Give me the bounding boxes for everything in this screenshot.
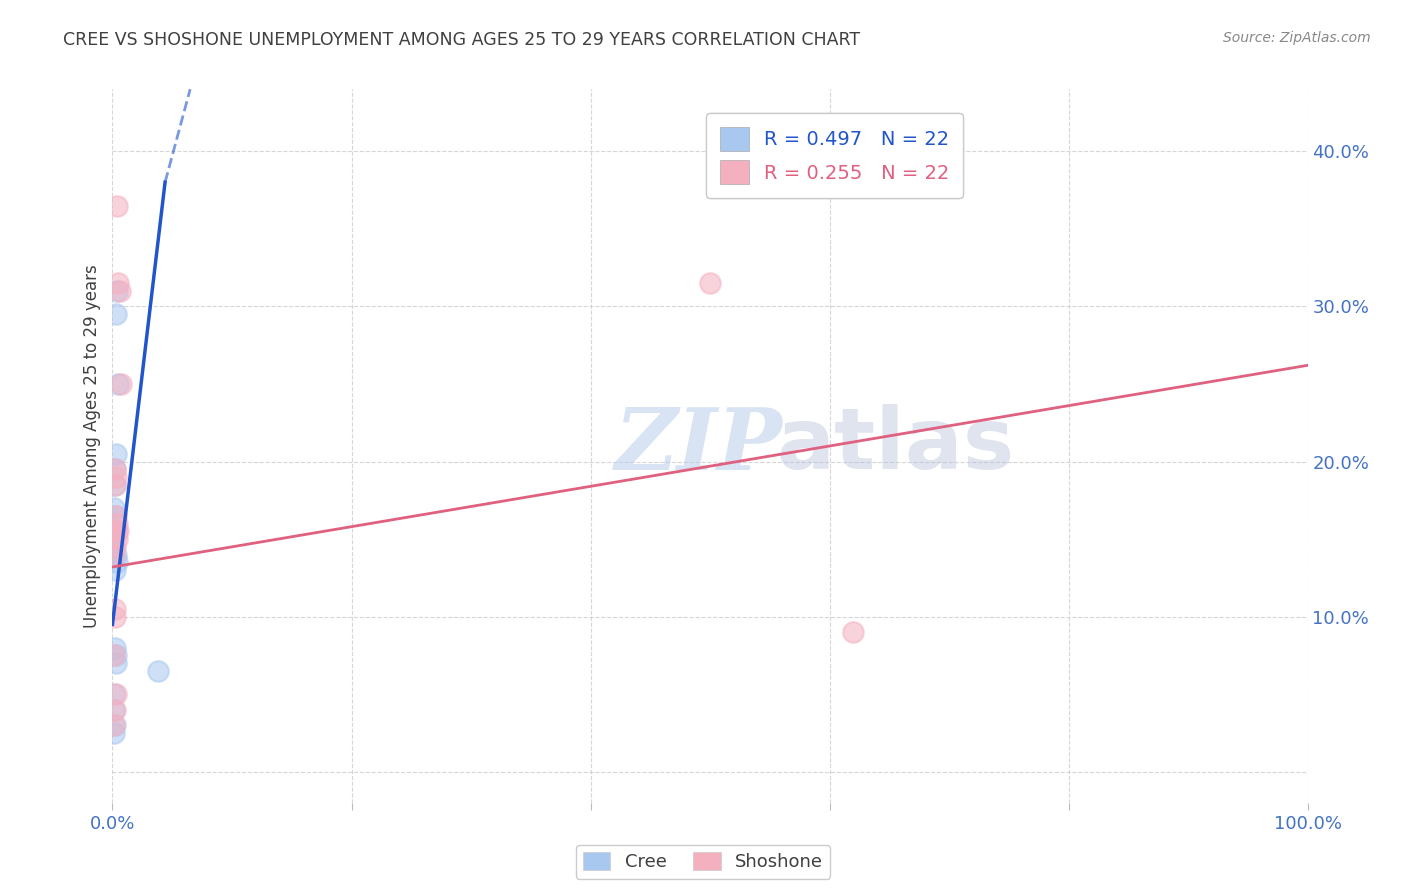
Point (105, 548, 128, 562)
Point (105, 687, 128, 701)
Point (104, 703, 127, 717)
Point (104, 477, 127, 491)
Point (104, 609, 127, 624)
Point (105, 470, 128, 484)
Y-axis label: Unemployment Among Ages 25 to 29 years: Unemployment Among Ages 25 to 29 years (83, 264, 101, 628)
Point (107, 524, 129, 539)
Point (104, 462, 127, 476)
Point (104, 540, 127, 554)
Point (103, 540, 125, 554)
Point (110, 376, 132, 391)
Point (105, 648, 128, 663)
Point (104, 462, 127, 476)
Point (105, 516, 128, 531)
Text: atlas: atlas (776, 404, 1014, 488)
Point (105, 555, 128, 569)
Point (699, 276, 721, 290)
Point (104, 718, 127, 732)
Legend: Cree, Shoshone: Cree, Shoshone (576, 845, 830, 879)
Point (103, 501, 125, 516)
Point (104, 508, 127, 523)
Point (107, 276, 129, 290)
Point (105, 524, 128, 539)
Point (108, 284, 131, 298)
Point (107, 376, 129, 391)
Legend: R = 0.497   N = 22, R = 0.255   N = 22: R = 0.497 N = 22, R = 0.255 N = 22 (706, 113, 963, 198)
Point (105, 656, 128, 670)
Text: Source: ZipAtlas.com: Source: ZipAtlas.com (1223, 31, 1371, 45)
Point (105, 532, 128, 546)
Point (103, 687, 125, 701)
Point (104, 477, 127, 491)
Point (103, 548, 125, 562)
Point (103, 726, 125, 740)
Point (103, 648, 125, 663)
Point (105, 508, 128, 523)
Point (104, 563, 127, 577)
Text: CREE VS SHOSHONE UNEMPLOYMENT AMONG AGES 25 TO 29 YEARS CORRELATION CHART: CREE VS SHOSHONE UNEMPLOYMENT AMONG AGES… (63, 31, 860, 49)
Point (105, 307, 128, 321)
Point (105, 198, 128, 212)
Point (103, 532, 125, 546)
Point (103, 703, 125, 717)
Point (104, 602, 127, 616)
Point (105, 284, 128, 298)
Point (103, 718, 125, 732)
Point (104, 640, 127, 655)
Text: ZIP: ZIP (614, 404, 782, 488)
Point (146, 664, 169, 678)
Point (105, 447, 128, 461)
Point (842, 625, 865, 640)
Point (105, 524, 128, 539)
